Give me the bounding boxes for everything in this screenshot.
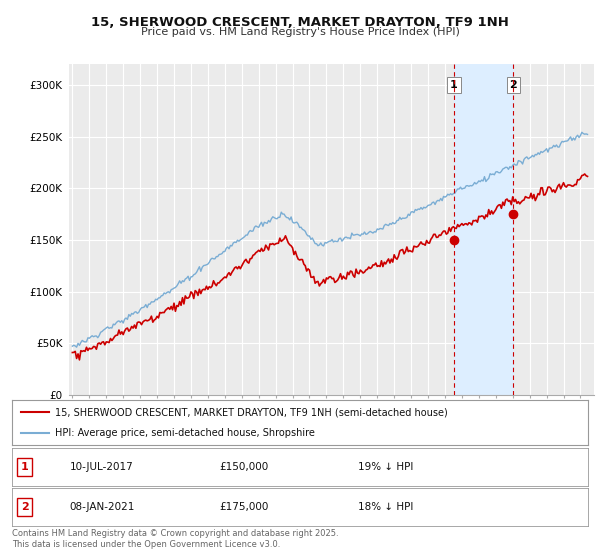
Text: 15, SHERWOOD CRESCENT, MARKET DRAYTON, TF9 1NH: 15, SHERWOOD CRESCENT, MARKET DRAYTON, T… (91, 16, 509, 29)
Text: 10-JUL-2017: 10-JUL-2017 (70, 462, 133, 472)
Text: 2: 2 (21, 502, 29, 512)
Text: £175,000: £175,000 (220, 502, 269, 512)
Text: 1: 1 (450, 80, 458, 90)
Text: 18% ↓ HPI: 18% ↓ HPI (358, 502, 413, 512)
Text: 15, SHERWOOD CRESCENT, MARKET DRAYTON, TF9 1NH (semi-detached house): 15, SHERWOOD CRESCENT, MARKET DRAYTON, T… (55, 408, 448, 418)
Text: £150,000: £150,000 (220, 462, 269, 472)
Text: 1: 1 (21, 462, 29, 472)
Text: 08-JAN-2021: 08-JAN-2021 (70, 502, 135, 512)
Text: 2: 2 (509, 80, 517, 90)
Text: Contains HM Land Registry data © Crown copyright and database right 2025.
This d: Contains HM Land Registry data © Crown c… (12, 529, 338, 549)
Text: Price paid vs. HM Land Registry's House Price Index (HPI): Price paid vs. HM Land Registry's House … (140, 27, 460, 37)
Text: 19% ↓ HPI: 19% ↓ HPI (358, 462, 413, 472)
Bar (454, 64, 513, 395)
Text: HPI: Average price, semi-detached house, Shropshire: HPI: Average price, semi-detached house,… (55, 428, 315, 438)
